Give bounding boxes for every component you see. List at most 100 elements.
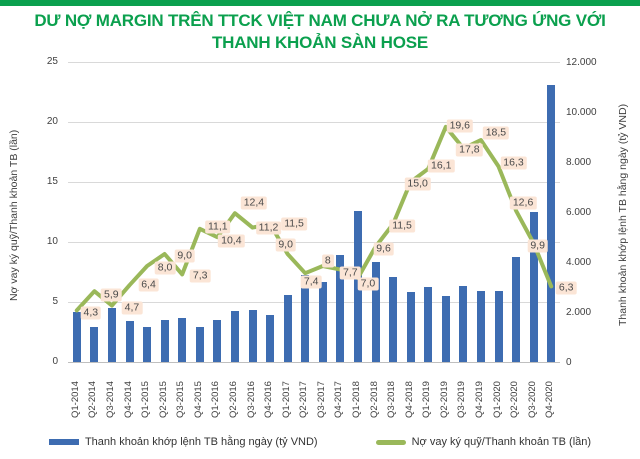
data-label: 15,0 xyxy=(404,177,431,191)
left-axis-tick: 15 xyxy=(46,176,58,187)
x-axis-label: Q1-2016 xyxy=(210,381,222,418)
x-axis-label: Q2-2016 xyxy=(227,381,239,418)
bar xyxy=(143,327,152,362)
x-axis-label: Q1-2018 xyxy=(350,381,362,418)
x-axis-line xyxy=(68,362,560,363)
data-label: 11,5 xyxy=(389,219,415,233)
bar xyxy=(248,309,257,362)
bar xyxy=(195,327,204,362)
x-axis-label: Q4-2020 xyxy=(544,381,556,418)
x-axis-label: Q2-2015 xyxy=(157,381,169,418)
right-axis-tick: 10.000 xyxy=(566,107,597,118)
right-axis-tick: 8.000 xyxy=(566,157,592,168)
x-axis-label: Q4-2014 xyxy=(122,381,134,418)
x-axis-label: Q3-2015 xyxy=(175,381,187,418)
x-axis-label: Q3-2019 xyxy=(456,381,468,418)
data-label: 12,4 xyxy=(240,196,268,210)
legend-item-margin-ratio: Nợ vay ký quỹ/Thanh khoản TB (lần) xyxy=(375,436,592,448)
bar xyxy=(424,287,433,362)
bar xyxy=(266,314,275,362)
data-label: 7,7 xyxy=(340,266,361,280)
x-axis-label: Q4-2017 xyxy=(333,381,345,418)
bar xyxy=(494,290,503,362)
x-axis-label: Q1-2019 xyxy=(421,381,433,418)
right-axis-tick: 2.000 xyxy=(566,307,592,318)
x-axis-label: Q3-2018 xyxy=(386,381,398,418)
gridline xyxy=(68,242,560,243)
left-axis-tick: 0 xyxy=(52,356,58,367)
bar xyxy=(318,282,327,362)
bar xyxy=(301,274,310,362)
bar xyxy=(459,285,468,362)
left-axis-tick: 10 xyxy=(46,236,58,247)
top-accent-bar xyxy=(0,0,640,6)
x-axis-label: Q3-2020 xyxy=(526,381,538,418)
chart-title-line1: DƯ NỢ MARGIN TRÊN TTCK VIỆT NAM CHƯA NỞ … xyxy=(34,11,606,30)
x-axis-label: Q4-2018 xyxy=(403,381,415,418)
data-label: 16,1 xyxy=(427,159,455,173)
bar xyxy=(389,277,398,362)
bar xyxy=(406,292,415,362)
data-label: 7,3 xyxy=(189,269,211,283)
data-label: 16,3 xyxy=(500,156,527,170)
line-series-swatch xyxy=(375,439,406,445)
right-axis-tick: 12.000 xyxy=(566,57,597,68)
right-axis-tick: 4.000 xyxy=(566,257,592,268)
data-label: 8 xyxy=(321,254,334,268)
bar xyxy=(125,320,134,362)
data-label: 8,0 xyxy=(154,261,176,275)
bar-series-swatch xyxy=(48,439,79,445)
data-label: 7,4 xyxy=(300,275,322,289)
data-label: 4,7 xyxy=(121,301,143,315)
x-axis-label: Q3-2017 xyxy=(315,381,327,418)
data-label: 10,4 xyxy=(218,234,245,248)
gridline xyxy=(68,122,560,123)
chart-title: DƯ NỢ MARGIN TRÊN TTCK VIỆT NAM CHƯA NỞ … xyxy=(0,10,640,55)
bar xyxy=(512,257,521,362)
bar xyxy=(529,212,538,362)
data-label: 11,2 xyxy=(255,221,282,235)
x-axis-label: Q1-2020 xyxy=(491,381,503,418)
x-axis-label: Q1-2017 xyxy=(280,381,292,418)
legend-label-margin-ratio: Nợ vay ký quỹ/Thanh khoản TB (lần) xyxy=(411,436,592,448)
x-axis-label: Q4-2015 xyxy=(192,381,204,418)
bar xyxy=(476,290,485,362)
data-label: 9,9 xyxy=(527,239,548,253)
right-axis-tick: 0 xyxy=(566,357,572,368)
bar xyxy=(160,319,169,362)
x-axis-label: Q2-2018 xyxy=(368,381,380,418)
x-axis-label: Q4-2016 xyxy=(263,381,275,418)
x-axis-label: Q2-2017 xyxy=(298,381,310,418)
x-axis-label: Q2-2014 xyxy=(87,381,99,418)
data-label: 11,5 xyxy=(281,217,307,231)
legend: Thanh khoản khớp lệnh TB hằng ngày (tỷ V… xyxy=(0,432,640,452)
data-label: 9,0 xyxy=(275,238,296,252)
x-axis-label: Q3-2014 xyxy=(104,381,116,418)
data-label: 11,1 xyxy=(204,220,231,234)
data-label: 4,3 xyxy=(80,306,102,320)
x-axis-label: Q2-2020 xyxy=(509,381,521,418)
data-label: 12,6 xyxy=(509,196,537,210)
bar xyxy=(90,327,99,362)
bar xyxy=(107,308,116,362)
data-label: 6,4 xyxy=(138,278,159,292)
legend-item-liquidity: Thanh khoản khớp lệnh TB hằng ngày (tỷ V… xyxy=(48,436,318,448)
data-label: 6,3 xyxy=(555,281,577,295)
bar xyxy=(230,310,239,362)
chart-title-line2: THANH KHOẢN SÀN HOSE xyxy=(211,33,429,53)
left-axis-tick: 25 xyxy=(46,56,58,67)
left-axis-tick: 20 xyxy=(46,116,58,127)
data-label: 5,9 xyxy=(101,288,122,302)
data-label: 7,0 xyxy=(357,277,379,291)
bar xyxy=(547,84,556,362)
bar xyxy=(441,295,450,362)
data-label: 18,5 xyxy=(482,126,510,140)
right-axis-tick: 6.000 xyxy=(566,207,592,218)
x-axis-label: Q2-2019 xyxy=(438,381,450,418)
data-label: 9,0 xyxy=(174,249,195,263)
bar xyxy=(283,294,292,362)
bar xyxy=(178,318,187,362)
x-axis-label: Q4-2019 xyxy=(473,381,485,418)
